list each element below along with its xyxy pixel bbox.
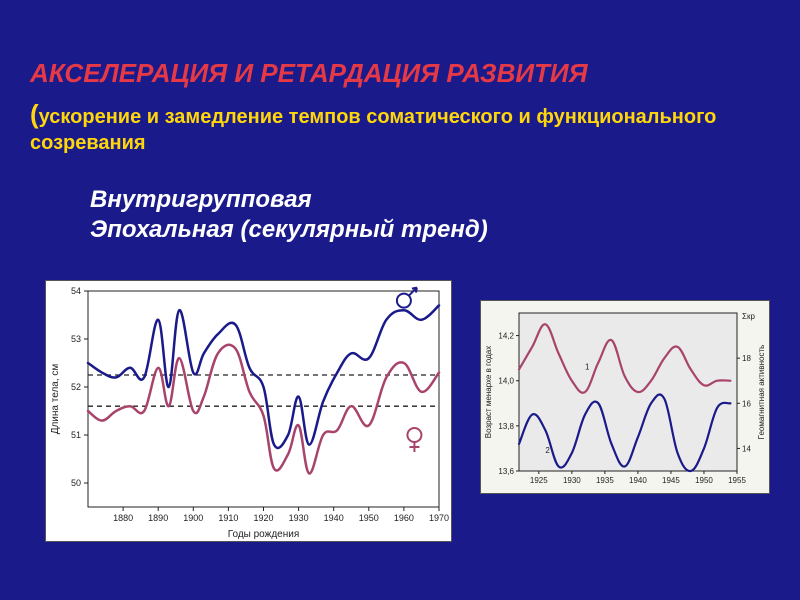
svg-text:1925: 1925 [530, 476, 548, 485]
svg-text:14,2: 14,2 [498, 332, 514, 341]
svg-text:1950: 1950 [695, 476, 713, 485]
svg-text:50: 50 [71, 478, 81, 488]
slide-title: АКСЕЛЕРАЦИЯ И РЕТАРДАЦИЯ РАЗВИТИЯ [30, 58, 780, 89]
svg-text:Σкр: Σкр [742, 312, 755, 321]
list2-b: секулярный тренд [248, 216, 479, 243]
svg-text:1900: 1900 [183, 513, 203, 523]
svg-text:14,0: 14,0 [498, 377, 514, 386]
svg-text:1890: 1890 [148, 513, 168, 523]
svg-text:54: 54 [71, 286, 81, 296]
subtitle-text: ускорение и замедление темпов соматическ… [30, 106, 716, 154]
svg-text:14: 14 [742, 444, 751, 453]
svg-text:Годы рождения: Годы рождения [228, 529, 300, 540]
chart-right-svg: 1925 1930 1935 1940 1945 1950 1955 13,6 13,8 14,0… [481, 301, 769, 493]
svg-text:1920: 1920 [253, 513, 273, 523]
slide-subtitle: (ускорение и замедление темпов соматичес… [30, 98, 780, 156]
slide: АКСЕЛЕРАЦИЯ И РЕТАРДАЦИЯ РАЗВИТИЯ (ускор… [0, 0, 800, 600]
svg-text:1950: 1950 [359, 513, 379, 523]
svg-text:1910: 1910 [218, 513, 238, 523]
svg-text:1880: 1880 [113, 513, 133, 523]
list2-c: ) [480, 216, 488, 243]
svg-text:1970: 1970 [429, 513, 449, 523]
chart-body-length: 1880 1890 1900 1910 1920 1930 1940 1950 1960 1970… [45, 280, 452, 542]
svg-text:1955: 1955 [728, 476, 746, 485]
chart-left-svg: 1880 1890 1900 1910 1920 1930 1940 1950 1960 1970… [46, 281, 451, 541]
svg-text:52: 52 [71, 382, 81, 392]
subtitle-open-paren: ( [30, 99, 39, 129]
svg-text:1930: 1930 [563, 476, 581, 485]
svg-text:1940: 1940 [629, 476, 647, 485]
chart-menarche: 1925 1930 1935 1940 1945 1950 1955 13,6 13,8 14,0… [480, 300, 770, 494]
svg-text:13,8: 13,8 [498, 422, 514, 431]
svg-text:Возраст менархе в годах: Возраст менархе в годах [484, 346, 493, 439]
svg-text:1945: 1945 [662, 476, 680, 485]
svg-text:13,6: 13,6 [498, 467, 514, 476]
svg-text:1935: 1935 [596, 476, 614, 485]
svg-text:18: 18 [742, 354, 751, 363]
list2-a: Эпохальная ( [90, 216, 248, 243]
list-item-1: Внутригрупповая [90, 185, 488, 215]
svg-text:53: 53 [71, 334, 81, 344]
svg-text:1960: 1960 [394, 513, 414, 523]
svg-text:51: 51 [71, 430, 81, 440]
list-item-2: Эпохальная (секулярный тренд) [90, 215, 488, 245]
svg-text:2: 2 [545, 446, 550, 455]
svg-text:1: 1 [585, 362, 590, 371]
svg-text:Геомагнитная активность: Геомагнитная активность [757, 345, 766, 440]
svg-text:1940: 1940 [324, 513, 344, 523]
svg-text:16: 16 [742, 399, 751, 408]
svg-text:Длина тела, см: Длина тела, см [50, 364, 61, 435]
svg-text:1930: 1930 [289, 513, 309, 523]
bullet-list: Внутригрупповая Эпохальная (секулярный т… [90, 185, 488, 245]
